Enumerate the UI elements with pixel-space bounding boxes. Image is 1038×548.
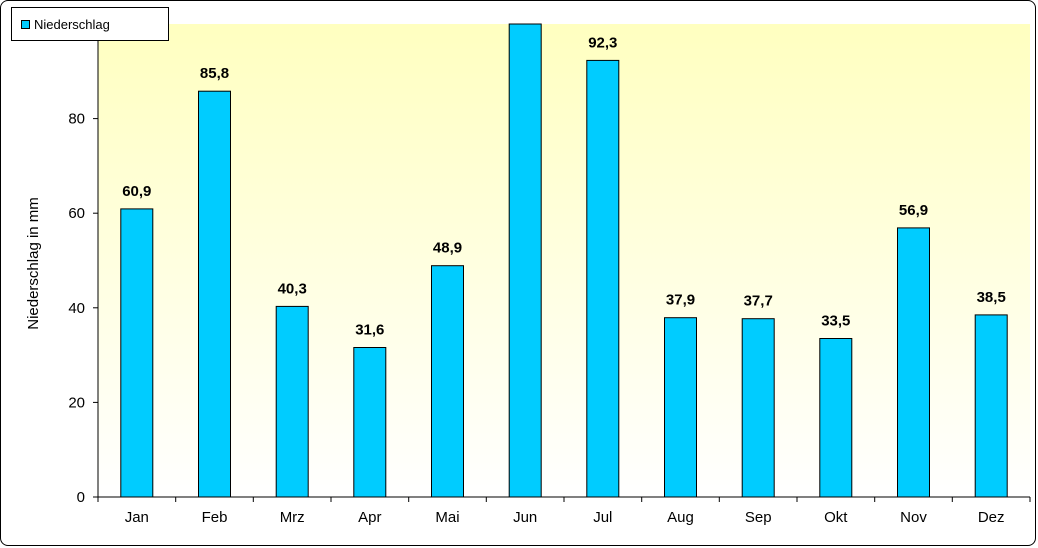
data-label-okt: 33,5: [821, 313, 850, 330]
bar-nov: [897, 227, 930, 498]
data-label-mrz: 40,3: [278, 280, 307, 297]
x-tick-label-nov: Nov: [900, 509, 927, 526]
bar-okt: [819, 338, 853, 498]
data-label-apr: 31,6: [355, 322, 384, 339]
y-axis-title: Niederschlag in mm: [25, 197, 42, 330]
bar-apr: [353, 347, 387, 498]
data-label-feb: 85,8: [200, 65, 229, 82]
x-tick-label-apr: Apr: [358, 509, 381, 526]
x-tick-label-aug: Aug: [667, 509, 694, 526]
bar-feb: [198, 90, 231, 498]
plot-area: [98, 24, 1030, 497]
axes-group: [93, 24, 1031, 502]
x-tick-label-jan: Jan: [125, 509, 149, 526]
x-tick-label-mrz: Mrz: [280, 509, 305, 526]
data-labels-group: 60,9 85,8 40,3 31,6 48,9 92,3 37,9 37,7 33,5 56,9…: [122, 34, 1006, 338]
bar-mai: [431, 265, 464, 498]
bar-jun: [508, 23, 542, 498]
bars-group: [120, 23, 1008, 498]
x-tick-label-dez: Dez: [978, 509, 1005, 526]
y-tick-label-40: 40: [68, 300, 85, 317]
legend: Niederschlag: [11, 7, 169, 41]
bar-dez: [974, 314, 1008, 498]
data-label-jan: 60,9: [122, 183, 151, 200]
bar-aug: [664, 317, 697, 498]
legend-label: Niederschlag: [34, 16, 110, 32]
x-tick-label-okt: Okt: [824, 509, 848, 526]
x-tick-label-jul: Jul: [593, 509, 612, 526]
bar-mrz: [275, 305, 309, 498]
ticks-group: Jan Feb Mrz Apr Mai Jun Jul Aug Sep Okt Nov Dez 0 20 4…: [68, 111, 1004, 526]
data-label-nov: 56,9: [899, 202, 928, 219]
bar-sep: [741, 318, 775, 498]
bar-jan: [120, 208, 154, 498]
x-tick-label-mai: Mai: [435, 509, 459, 526]
y-tick-label-20: 20: [68, 394, 85, 411]
bar-jul: [586, 59, 620, 498]
y-tick-label-80: 80: [68, 111, 85, 128]
x-tick-label-sep: Sep: [745, 509, 772, 526]
data-label-dez: 38,5: [977, 289, 1006, 306]
data-label-sep: 37,7: [744, 293, 773, 310]
data-label-aug: 37,9: [666, 292, 695, 309]
data-label-jul: 92,3: [588, 34, 617, 51]
x-tick-label-feb: Feb: [202, 509, 228, 526]
legend-swatch: [21, 19, 30, 29]
y-tick-label-0: 0: [77, 489, 85, 506]
x-tick-label-jun: Jun: [513, 509, 537, 526]
data-label-mai: 48,9: [433, 240, 462, 257]
y-tick-label-60: 60: [68, 205, 85, 222]
